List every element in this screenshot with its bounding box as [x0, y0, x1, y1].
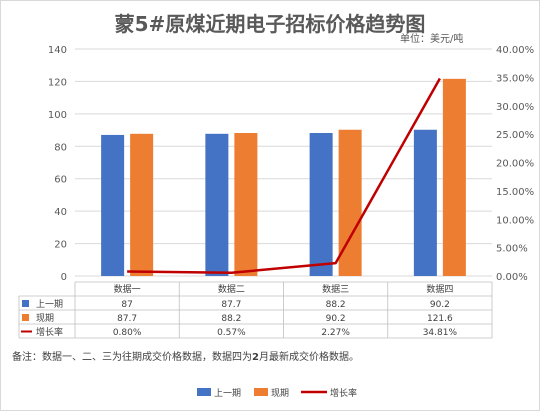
bar-previous: [205, 133, 229, 276]
table-cell-value: 2.27%: [321, 328, 350, 338]
bar-previous: [101, 134, 125, 276]
table-series-label: 上一期: [36, 299, 63, 310]
table-category-label: 数据一: [114, 283, 141, 295]
y-tick-label: 40: [54, 207, 67, 218]
table-cell-value: 87: [121, 300, 132, 310]
table-legend-key: [22, 314, 29, 321]
note-bold: 2: [252, 352, 259, 363]
table-cell-value: 34.81%: [423, 328, 458, 338]
bar-previous: [309, 132, 333, 276]
legend-label: 增长率: [330, 387, 357, 399]
bar-previous: [413, 129, 437, 276]
y2-tick-label: 0.00%: [496, 272, 528, 283]
bar-current: [442, 78, 466, 276]
table-cell-value: 90.2: [326, 314, 346, 324]
y-tick-label: 80: [54, 142, 67, 153]
legend-key: [197, 388, 211, 396]
note-suffix: 月最新成交价格数据。: [258, 352, 359, 363]
table-cell-value: 0.57%: [217, 328, 246, 338]
legend-key: [254, 388, 268, 396]
y2-tick-label: 20.00%: [496, 159, 534, 170]
y-tick-label: 0: [61, 272, 67, 283]
table-cell-value: 90.2: [430, 300, 450, 310]
y2-tick-label: 30.00%: [496, 102, 534, 113]
y-tick-label: 60: [54, 175, 67, 186]
y-tick-label: 120: [48, 77, 67, 88]
y2-tick-label: 15.00%: [496, 187, 534, 198]
bar-current: [338, 129, 362, 276]
table-cell-value: 121.6: [427, 314, 453, 324]
y-tick-label: 100: [48, 110, 67, 121]
table-cell-value: 0.80%: [113, 328, 142, 338]
table-series-label: 增长率: [36, 326, 63, 338]
note-prefix: 备注：数据一、二、三为往期成交价格数据，数据四为: [12, 352, 252, 363]
chart-title: 蒙5#原煤近期电子招标价格趋势图: [114, 12, 426, 36]
table-category-label: 数据三: [322, 283, 349, 295]
table-cell-value: 87.7: [117, 314, 137, 324]
y-tick-label: 140: [48, 45, 67, 56]
table-category-label: 数据四: [426, 283, 453, 295]
y-tick-label: 20: [54, 240, 67, 251]
table-cell-value: 87.7: [221, 300, 241, 310]
y2-tick-label: 40.00%: [496, 45, 534, 56]
table-series-label: 现期: [36, 313, 54, 324]
unit-label: 单位：美元/吨: [400, 34, 464, 45]
y2-tick-label: 35.00%: [496, 73, 534, 84]
table-legend-key: [22, 300, 29, 307]
table-cell-value: 88.2: [221, 314, 241, 324]
y2-tick-label: 10.00%: [496, 215, 534, 226]
legend-label: 上一期: [214, 388, 241, 399]
bar-current: [234, 132, 258, 276]
y2-tick-label: 25.00%: [496, 130, 534, 141]
table-cell-value: 88.2: [326, 300, 346, 310]
legend-label: 现期: [271, 388, 289, 399]
bar-current: [130, 133, 154, 276]
chart-note: 备注：数据一、二、三为往期成交价格数据，数据四为2月最新成交价格数据。: [12, 348, 359, 363]
growth-line: [127, 77, 441, 275]
y2-tick-label: 5.00%: [496, 244, 528, 255]
table-category-label: 数据二: [218, 283, 245, 295]
